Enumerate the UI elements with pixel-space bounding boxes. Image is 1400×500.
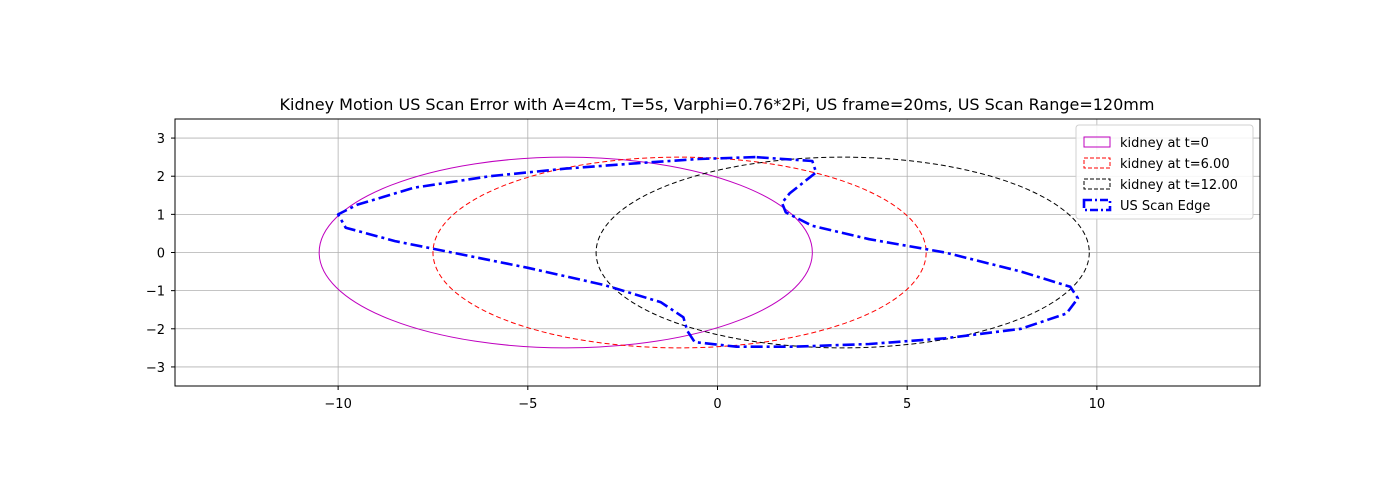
legend-frame [1075,124,1254,220]
chart-title: Kidney Motion US Scan Error with A=4cm, … [280,95,1155,114]
x-tick-label: 10 [1089,397,1106,412]
y-tick-label: 1 [157,208,165,223]
legend-swatch-3 [1083,178,1111,190]
legend-label-3: kidney at t=12.00 [1120,178,1238,193]
y-tick-label: −1 [146,285,165,300]
y-tick-label: 0 [157,247,165,262]
legend-label-1: kidney at t=0 [1120,136,1209,151]
legend-swatch-2 [1083,157,1111,169]
series-layer [318,155,1090,349]
legend-label-4: US Scan Edge [1120,199,1210,214]
x-tick-label: 5 [903,397,911,412]
legend-swatch-4 [1082,198,1112,212]
y-tick-label: 3 [157,132,165,147]
x-tick-label: −5 [518,397,537,412]
series-4-line [336,155,1080,349]
x-tick-label: 0 [713,397,721,412]
legend: kidney at t=0 kidney at t=6.00 kidney at t… [1075,124,1254,220]
series-1-line [318,156,813,349]
x-tick-label: −10 [324,397,351,412]
y-tick-label: −3 [146,361,165,376]
legend-label-2: kidney at t=6.00 [1120,157,1230,172]
series-3-line [595,156,1090,349]
series-2-line [432,156,927,349]
y-tick-label: 2 [157,170,165,185]
legend-swatch-1 [1083,136,1111,148]
y-tick-label: −2 [146,323,165,338]
